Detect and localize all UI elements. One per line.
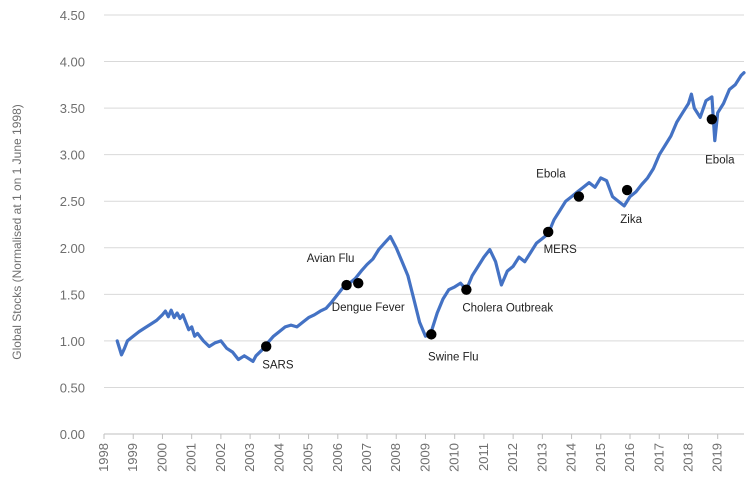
event-marker xyxy=(573,191,585,202)
x-tick-label: 2015 xyxy=(593,443,608,472)
x-tick-label: 2004 xyxy=(271,443,286,472)
event-label: Avian Flu xyxy=(307,253,355,265)
y-tick-label: 0.00 xyxy=(60,427,85,442)
x-tick-label: 2007 xyxy=(359,443,374,472)
global-stocks-line xyxy=(115,71,746,363)
y-tick-label: 2.00 xyxy=(60,241,85,256)
y-tick-label: 3.50 xyxy=(60,101,85,116)
event-marker xyxy=(341,279,352,291)
x-tick-label: 2000 xyxy=(154,443,169,472)
event-marker xyxy=(353,277,364,289)
y-tick-label: 4.00 xyxy=(60,55,85,70)
x-tick-label: 2016 xyxy=(622,443,637,472)
x-tick-label: 2001 xyxy=(184,443,199,472)
x-tick-label: 2019 xyxy=(710,443,725,472)
x-tick-label: 2006 xyxy=(330,443,345,472)
y-tick-label: 1.00 xyxy=(60,334,85,349)
x-tick-label: 2017 xyxy=(651,443,666,472)
event-label: MERS xyxy=(544,244,578,256)
event-label: Cholera Outbreak xyxy=(462,303,553,315)
y-tick-label: 0.50 xyxy=(60,380,85,395)
y-tick-label: 2.50 xyxy=(60,194,85,209)
x-axis-ticks: 1998 1999 2000 2001 2002 2003 2004 2005 2006 2007… xyxy=(96,433,744,472)
x-tick-label: 2002 xyxy=(213,443,228,472)
annotations: SARS Avian Flu Dengue Fever Swine Flu Choler… xyxy=(260,114,735,371)
x-tick-label: 2008 xyxy=(388,443,403,472)
gridlines xyxy=(104,14,744,435)
event-marker xyxy=(706,114,718,125)
x-tick-label: 2012 xyxy=(505,443,520,472)
event-label: SARS xyxy=(262,359,294,371)
y-tick-label: 3.00 xyxy=(60,148,85,163)
series-line-group xyxy=(115,71,746,363)
x-tick-label: 2005 xyxy=(301,443,316,472)
x-tick-label: 2011 xyxy=(476,443,491,471)
x-tick-label: 2018 xyxy=(680,443,695,472)
event-label: Dengue Fever xyxy=(332,302,405,314)
event-marker xyxy=(260,341,272,352)
event-marker xyxy=(426,329,437,340)
event-marker xyxy=(461,284,472,295)
y-axis-label: Global Stocks (Normalised at 1 on 1 June… xyxy=(10,104,24,359)
x-tick-label: 2003 xyxy=(242,443,257,472)
event-label: Zika xyxy=(620,214,642,226)
y-tick-label: 4.50 xyxy=(60,8,85,23)
event-label: Swine Flu xyxy=(428,351,479,363)
x-tick-label: 2013 xyxy=(534,443,549,472)
event-label: Ebola xyxy=(705,154,735,166)
event-marker xyxy=(621,184,633,196)
event-marker xyxy=(543,226,554,238)
x-tick-label: 1999 xyxy=(125,443,140,472)
x-tick-label: 2014 xyxy=(564,443,579,472)
y-tick-label: 1.50 xyxy=(60,287,85,302)
x-tick-label: 1998 xyxy=(96,443,111,472)
x-tick-label: 2010 xyxy=(447,443,462,472)
y-axis-ticks: 0.00 0.50 1.00 1.50 2.00 2.50 3.00 3.50 4.00 4.50 xyxy=(60,8,85,442)
x-tick-label: 2009 xyxy=(417,443,432,472)
event-label: Ebola xyxy=(536,169,566,181)
